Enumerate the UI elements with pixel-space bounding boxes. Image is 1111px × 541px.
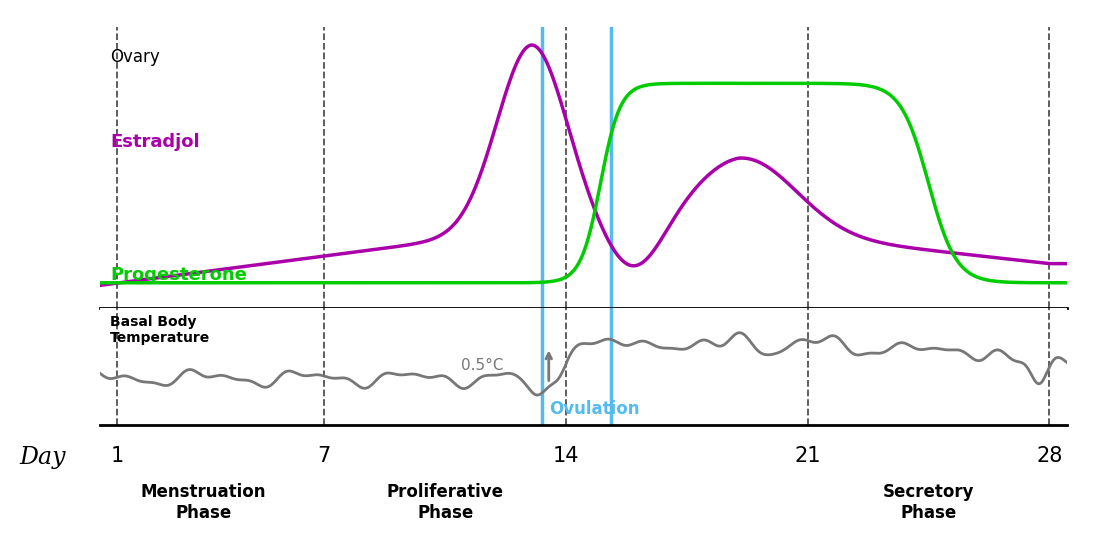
Text: Menstruation
Phase: Menstruation Phase [141, 483, 267, 522]
Text: Ovary: Ovary [110, 48, 160, 65]
Text: 7: 7 [318, 446, 331, 466]
Text: 1: 1 [111, 446, 123, 466]
Text: 14: 14 [553, 446, 579, 466]
Text: Day: Day [19, 446, 66, 469]
Text: Estradjol: Estradjol [110, 133, 200, 151]
Text: Basal Body
Temperature: Basal Body Temperature [110, 315, 211, 345]
Text: Secretory
Phase: Secretory Phase [883, 483, 974, 522]
Text: 21: 21 [794, 446, 821, 466]
Text: 28: 28 [1037, 446, 1062, 466]
Text: Ovulation: Ovulation [549, 400, 639, 418]
Text: Progesterone: Progesterone [110, 266, 248, 284]
Text: 0.5°C: 0.5°C [461, 358, 504, 373]
Text: Proliferative
Phase: Proliferative Phase [387, 483, 503, 522]
